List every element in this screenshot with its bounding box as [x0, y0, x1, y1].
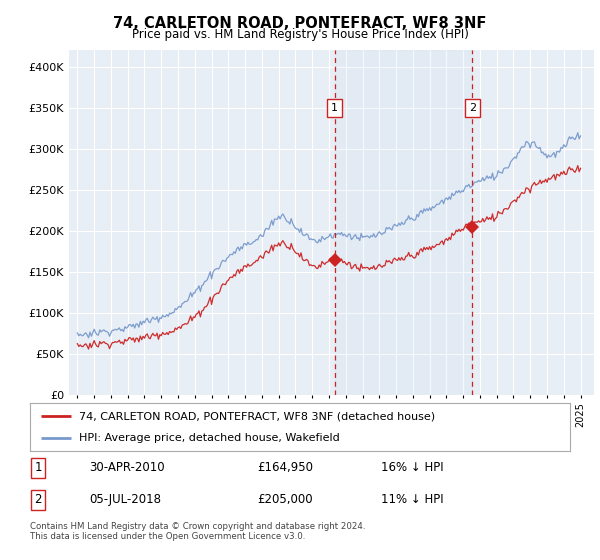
- Text: 1: 1: [34, 461, 42, 474]
- Text: 05-JUL-2018: 05-JUL-2018: [89, 493, 161, 506]
- Text: £205,000: £205,000: [257, 493, 313, 506]
- Text: Contains HM Land Registry data © Crown copyright and database right 2024.
This d: Contains HM Land Registry data © Crown c…: [30, 522, 365, 542]
- Text: 16% ↓ HPI: 16% ↓ HPI: [381, 461, 443, 474]
- Text: 30-APR-2010: 30-APR-2010: [89, 461, 165, 474]
- Text: 74, CARLETON ROAD, PONTEFRACT, WF8 3NF: 74, CARLETON ROAD, PONTEFRACT, WF8 3NF: [113, 16, 487, 31]
- Text: Price paid vs. HM Land Registry's House Price Index (HPI): Price paid vs. HM Land Registry's House …: [131, 28, 469, 41]
- Text: £164,950: £164,950: [257, 461, 313, 474]
- Bar: [335, 50, 472, 395]
- Text: 2: 2: [34, 493, 42, 506]
- Text: 74, CARLETON ROAD, PONTEFRACT, WF8 3NF (detached house): 74, CARLETON ROAD, PONTEFRACT, WF8 3NF (…: [79, 411, 435, 421]
- Text: 2: 2: [469, 103, 476, 113]
- Text: HPI: Average price, detached house, Wakefield: HPI: Average price, detached house, Wake…: [79, 433, 340, 443]
- Text: 11% ↓ HPI: 11% ↓ HPI: [381, 493, 443, 506]
- Text: 1: 1: [331, 103, 338, 113]
